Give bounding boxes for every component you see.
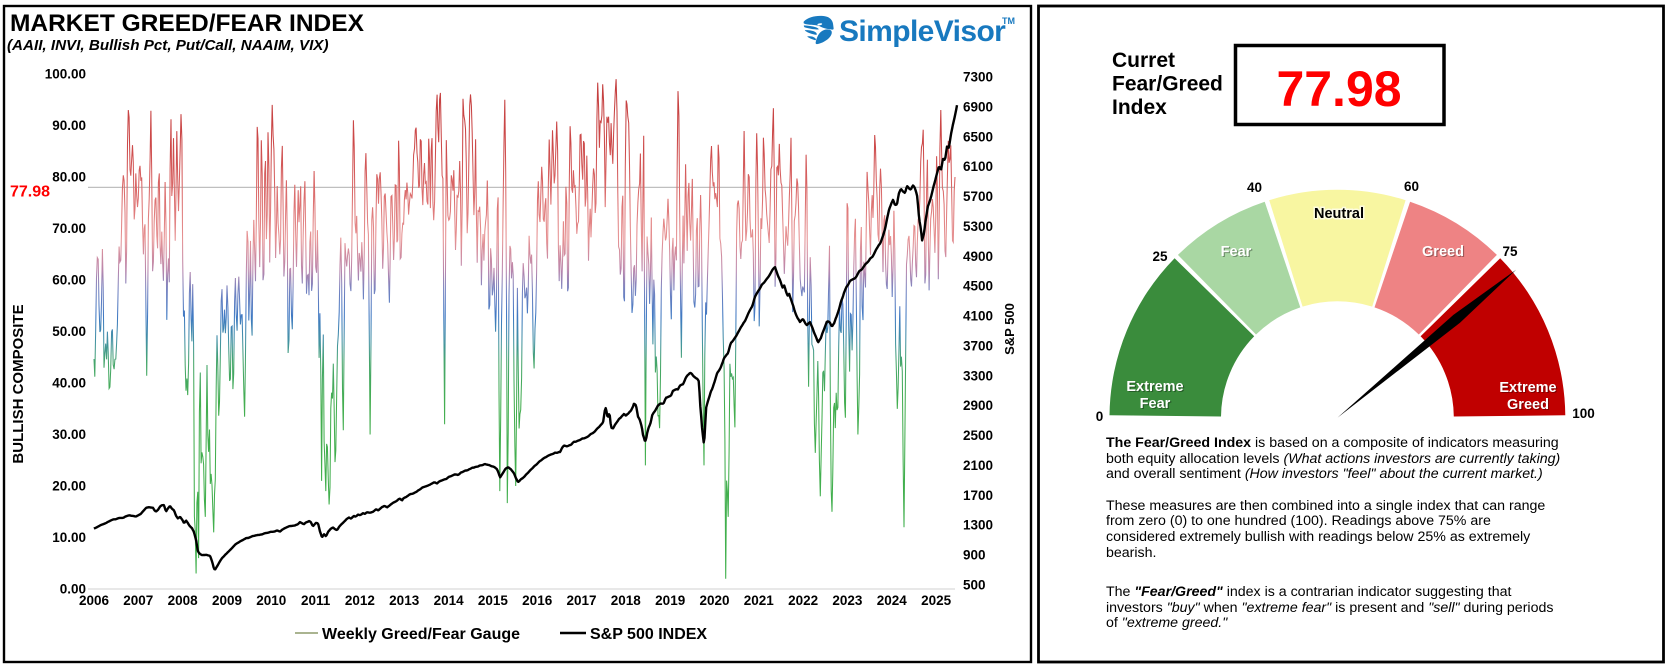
svg-text:900: 900 (963, 548, 986, 563)
svg-text:2020: 2020 (699, 593, 729, 608)
svg-text:2015: 2015 (478, 593, 509, 608)
svg-text:Fear: Fear (1221, 244, 1252, 260)
svg-text:Fear/Greed: Fear/Greed (1112, 73, 1223, 96)
svg-text:40.00: 40.00 (52, 376, 86, 391)
svg-text:60.00: 60.00 (52, 273, 86, 288)
svg-text:Extreme: Extreme (1126, 379, 1183, 395)
svg-text:Greed: Greed (1422, 244, 1464, 260)
svg-text:SimpleVisor: SimpleVisor (839, 15, 1006, 48)
svg-text:100: 100 (1572, 406, 1595, 421)
svg-text:2022: 2022 (788, 593, 818, 608)
svg-text:70.00: 70.00 (52, 221, 86, 236)
svg-text:30.00: 30.00 (52, 427, 86, 442)
svg-text:2013: 2013 (389, 593, 420, 608)
svg-text:1700: 1700 (963, 488, 993, 503)
svg-text:2010: 2010 (256, 593, 286, 608)
svg-text:2100: 2100 (963, 458, 993, 473)
svg-text:50.00: 50.00 (52, 324, 86, 339)
svg-text:0: 0 (1096, 409, 1104, 424)
svg-text:77.98: 77.98 (10, 183, 50, 200)
svg-text:Greed: Greed (1423, 245, 1465, 261)
svg-text:3700: 3700 (963, 338, 993, 353)
svg-text:10.00: 10.00 (52, 530, 86, 545)
svg-text:Extreme: Extreme (1501, 381, 1558, 397)
svg-text:75: 75 (1502, 244, 1518, 259)
svg-text:2900: 2900 (963, 398, 993, 413)
svg-text:80.00: 80.00 (52, 170, 86, 185)
svg-text:90.00: 90.00 (52, 118, 86, 133)
svg-text:25: 25 (1152, 249, 1168, 264)
svg-text:2008: 2008 (168, 593, 199, 608)
svg-text:40: 40 (1247, 180, 1262, 195)
svg-text:(AAII, INVI, Bullish Pct, Put/: (AAII, INVI, Bullish Pct, Put/Call, NAAI… (7, 37, 329, 54)
svg-text:2006: 2006 (79, 593, 110, 608)
svg-text:TM: TM (1002, 16, 1015, 26)
svg-text:Weekly Greed/Fear Gauge: Weekly Greed/Fear Gauge (322, 626, 520, 643)
svg-text:2011: 2011 (301, 593, 331, 608)
svg-text:S&P 500: S&P 500 (1002, 303, 1017, 355)
svg-text:Curret: Curret (1112, 49, 1175, 72)
svg-text:Fear: Fear (1140, 396, 1171, 412)
svg-text:500: 500 (963, 578, 986, 593)
svg-text:2016: 2016 (522, 593, 553, 608)
svg-text:2014: 2014 (434, 593, 465, 608)
svg-text:6500: 6500 (963, 129, 993, 144)
svg-text:77.98: 77.98 (1276, 61, 1401, 117)
svg-text:2012: 2012 (345, 593, 375, 608)
svg-text:6900: 6900 (963, 99, 993, 114)
svg-text:2017: 2017 (566, 593, 596, 608)
svg-text:100.00: 100.00 (45, 67, 86, 82)
svg-text:BULLISH COMPOSITE: BULLISH COMPOSITE (10, 304, 27, 463)
svg-text:7300: 7300 (963, 70, 993, 85)
svg-text:Fear: Fear (1141, 397, 1172, 413)
svg-text:2025: 2025 (921, 593, 952, 608)
svg-text:Extreme: Extreme (1499, 380, 1556, 396)
svg-text:MARKET GREED/FEAR INDEX: MARKET GREED/FEAR INDEX (10, 10, 365, 37)
svg-text:5700: 5700 (963, 189, 993, 204)
svg-text:2018: 2018 (611, 593, 642, 608)
svg-text:2500: 2500 (963, 428, 993, 443)
svg-text:20.00: 20.00 (52, 479, 86, 494)
svg-text:5300: 5300 (963, 219, 993, 234)
svg-text:S&P 500 INDEX: S&P 500 INDEX (590, 626, 707, 643)
svg-text:4100: 4100 (963, 309, 993, 324)
svg-text:4900: 4900 (963, 249, 993, 264)
svg-text:Extreme: Extreme (1128, 380, 1185, 396)
svg-text:2024: 2024 (877, 593, 908, 608)
svg-text:2007: 2007 (123, 593, 153, 608)
svg-text:Greed: Greed (1507, 397, 1549, 413)
svg-text:2021: 2021 (744, 593, 775, 608)
svg-text:2023: 2023 (832, 593, 863, 608)
svg-text:Index: Index (1112, 96, 1167, 119)
svg-text:2019: 2019 (655, 593, 685, 608)
svg-text:Fear: Fear (1222, 245, 1253, 261)
svg-text:0.00: 0.00 (60, 582, 86, 597)
svg-text:1300: 1300 (963, 518, 993, 533)
svg-text:3300: 3300 (963, 368, 993, 383)
svg-text:2009: 2009 (212, 593, 242, 608)
svg-text:Greed: Greed (1508, 398, 1550, 414)
svg-text:6100: 6100 (963, 159, 993, 174)
svg-text:Neutral: Neutral (1314, 206, 1364, 222)
svg-text:60: 60 (1404, 179, 1419, 194)
svg-text:4500: 4500 (963, 279, 993, 294)
